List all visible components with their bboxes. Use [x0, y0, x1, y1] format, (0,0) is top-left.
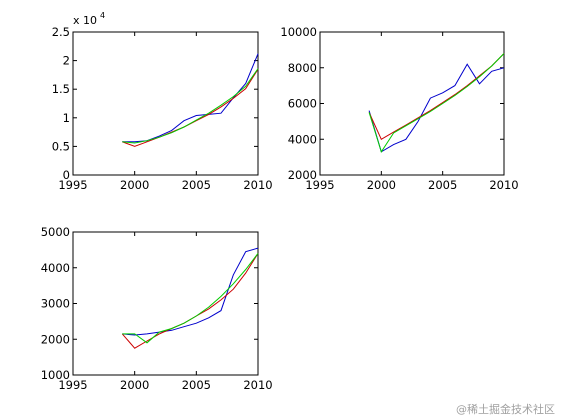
x-tick-label: 2005 [428, 178, 457, 192]
y-tick-label: 0.5 [52, 139, 70, 153]
y-tick-label: 10000 [280, 25, 317, 39]
x-tick-label: 2005 [182, 178, 211, 192]
x-tick-label: 1995 [305, 178, 334, 192]
x-tick-label: 2010 [243, 378, 272, 392]
y-tick-label: 2000 [288, 168, 317, 182]
y-tick-label: 6000 [288, 97, 317, 111]
series-line-1 [368, 63, 505, 153]
y-tick-label: 5000 [41, 225, 70, 239]
axes-box [319, 31, 505, 176]
series-line-3 [122, 68, 259, 144]
y-tick-label: 0 [63, 168, 70, 182]
y-exponent-power: 4 [100, 11, 105, 20]
series-line-2 [368, 53, 505, 141]
y-tick-label: 2.5 [52, 25, 70, 39]
series-line-1 [122, 53, 259, 143]
x-tick-label: 1995 [58, 378, 87, 392]
series-line-3 [122, 253, 259, 344]
y-tick-label: 8000 [288, 61, 317, 75]
x-tick-label: 2000 [120, 178, 149, 192]
x-tick-label: 2000 [367, 178, 396, 192]
y-exponent-label: x 10 [73, 14, 97, 27]
y-tick-label: 1 [63, 111, 70, 125]
watermark: @稀土掘金技术社区 [456, 403, 555, 416]
series-line-2 [122, 68, 259, 147]
series-line-1 [122, 247, 259, 336]
axes-box [72, 231, 259, 376]
subplot-1: 1995 2000 2005 2010 0 0.5 1 1.5 2 2.5x 10 4 [52, 11, 273, 192]
y-tick-label: 1.5 [52, 82, 70, 96]
x-tick-label: 1995 [58, 178, 87, 192]
x-tick-label: 2000 [120, 378, 149, 392]
axes-box [72, 31, 259, 176]
y-tick-label: 2000 [41, 332, 70, 346]
y-tick-label: 3000 [41, 297, 70, 311]
y-tick-label: 1000 [41, 368, 70, 382]
y-tick-label: 4000 [41, 261, 70, 275]
x-tick-label: 2005 [182, 378, 211, 392]
y-tick-label: 2 [63, 54, 70, 68]
y-tick-label: 4000 [288, 132, 317, 146]
x-tick-label: 2010 [243, 178, 272, 192]
series-line-3 [368, 53, 505, 153]
subplot-3: 1995 2000 2005 2010 1000 2000 3000 4000 5000 [41, 225, 273, 392]
x-tick-label: 2010 [489, 178, 518, 192]
